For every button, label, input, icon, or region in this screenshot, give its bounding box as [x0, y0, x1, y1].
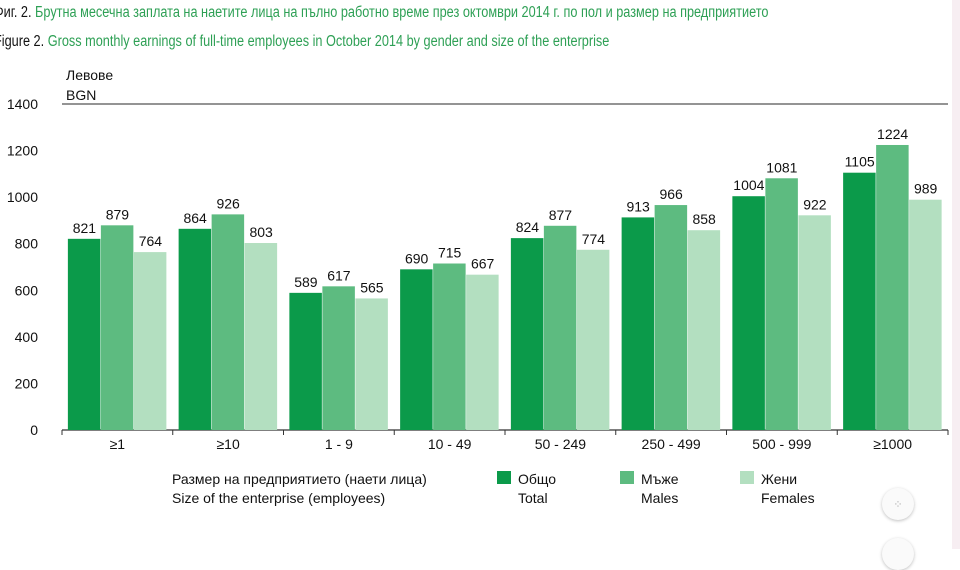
bar-females [687, 230, 721, 430]
collapse-icon: ⁘ [893, 498, 903, 511]
bar-females [133, 252, 167, 430]
collapse-button[interactable]: ⁘ [882, 488, 914, 520]
y-tick-label: 200 [15, 375, 39, 391]
data-label: 879 [106, 206, 130, 222]
y-tick-label: 600 [15, 282, 39, 298]
bar-total [843, 172, 876, 430]
x-tick-label: ≥1 [110, 436, 126, 452]
x-tick-label: ≥1000 [873, 436, 912, 452]
data-label: 715 [438, 245, 462, 261]
y-tick-label: 1200 [7, 143, 38, 159]
data-label: 966 [659, 186, 683, 202]
bar-males [211, 214, 245, 430]
title-prefix: Фиг. 2. [0, 4, 32, 21]
data-label: 877 [549, 207, 573, 223]
bar-females [244, 243, 278, 430]
legend-swatch [497, 471, 511, 484]
y-axis-label-en: BGN [66, 87, 96, 103]
bar-total [400, 269, 433, 430]
data-label: 667 [471, 256, 495, 272]
y-tick-label: 800 [15, 236, 39, 252]
legend-label-bg: Общо [518, 471, 556, 487]
bar-males [765, 178, 798, 430]
bar-males [100, 225, 134, 430]
x-axis-label-en: Size of the enterprise (employees) [172, 490, 385, 506]
title-prefix: Figure 2. [0, 33, 45, 50]
data-label: 617 [327, 267, 351, 283]
bar-total [289, 292, 322, 430]
legend-label-en: Males [641, 490, 678, 506]
y-tick-label: 1400 [7, 96, 38, 112]
bar-total [178, 228, 212, 430]
bar-males [654, 205, 688, 430]
y-tick-label: 0 [30, 422, 38, 438]
bar-males [543, 225, 577, 430]
data-label: 565 [360, 279, 384, 295]
chart-title-en: Figure 2. Gross monthly earnings of full… [0, 33, 609, 51]
data-label: 774 [582, 231, 606, 247]
bar-total [510, 238, 544, 430]
data-label: 864 [183, 210, 207, 226]
y-tick-label: 1000 [7, 189, 38, 205]
legend-swatch [620, 471, 634, 484]
x-tick-label: 10 - 49 [428, 436, 472, 452]
data-label: 589 [294, 274, 318, 290]
data-label: 926 [216, 195, 240, 211]
data-label: 922 [803, 196, 827, 212]
bar-females [355, 298, 388, 430]
y-tick-label: 400 [15, 329, 39, 345]
bar-females [576, 249, 610, 430]
legend-label-bg: Мъже [641, 471, 679, 487]
bar-males [322, 286, 355, 430]
data-label: 690 [405, 250, 429, 266]
bar-total [732, 196, 765, 430]
y-axis-label-bg: Левове [66, 67, 113, 83]
data-label: 913 [626, 198, 650, 214]
legend-label-en: Females [761, 490, 815, 506]
bar-males [876, 144, 909, 431]
title-text: Брутна месечна заплата на наетите лица н… [35, 4, 769, 21]
data-label: 1105 [845, 154, 875, 170]
legend-label-bg: Жени [761, 471, 797, 487]
bar-females [466, 274, 499, 430]
x-axis-label-bg: Размер на предприятието (наети лица) [172, 471, 427, 487]
data-label: 764 [139, 233, 163, 249]
x-tick-label: 50 - 249 [535, 436, 587, 452]
x-tick-label: 1 - 9 [325, 436, 353, 452]
data-label: 1004 [733, 177, 764, 193]
bar-males [433, 263, 466, 430]
bar-females [798, 215, 831, 430]
data-label: 989 [914, 181, 938, 197]
x-tick-label: ≥10 [216, 436, 239, 452]
data-label: 803 [249, 224, 273, 240]
bar-chart: Левове BGN Размер на предприятието (нает… [7, 67, 949, 506]
data-label: 858 [692, 211, 716, 227]
bar-females [909, 199, 942, 430]
bar-total [621, 217, 655, 430]
x-tick-label: 250 - 499 [642, 436, 701, 452]
bar-total [67, 238, 101, 430]
legend-label-en: Total [518, 490, 548, 506]
data-label: 1224 [877, 126, 908, 142]
chart-title-bg: Фиг. 2. Брутна месечна заплата на наетит… [0, 4, 768, 22]
scrollbar[interactable] [952, 0, 960, 549]
legend-swatch [740, 471, 754, 484]
floating-button[interactable] [882, 538, 914, 570]
title-text: Gross monthly earnings of full-time empl… [47, 33, 610, 50]
data-label: 1081 [766, 159, 797, 175]
data-label: 824 [516, 219, 540, 235]
x-tick-label: 500 - 999 [752, 436, 811, 452]
data-label: 821 [73, 220, 97, 236]
